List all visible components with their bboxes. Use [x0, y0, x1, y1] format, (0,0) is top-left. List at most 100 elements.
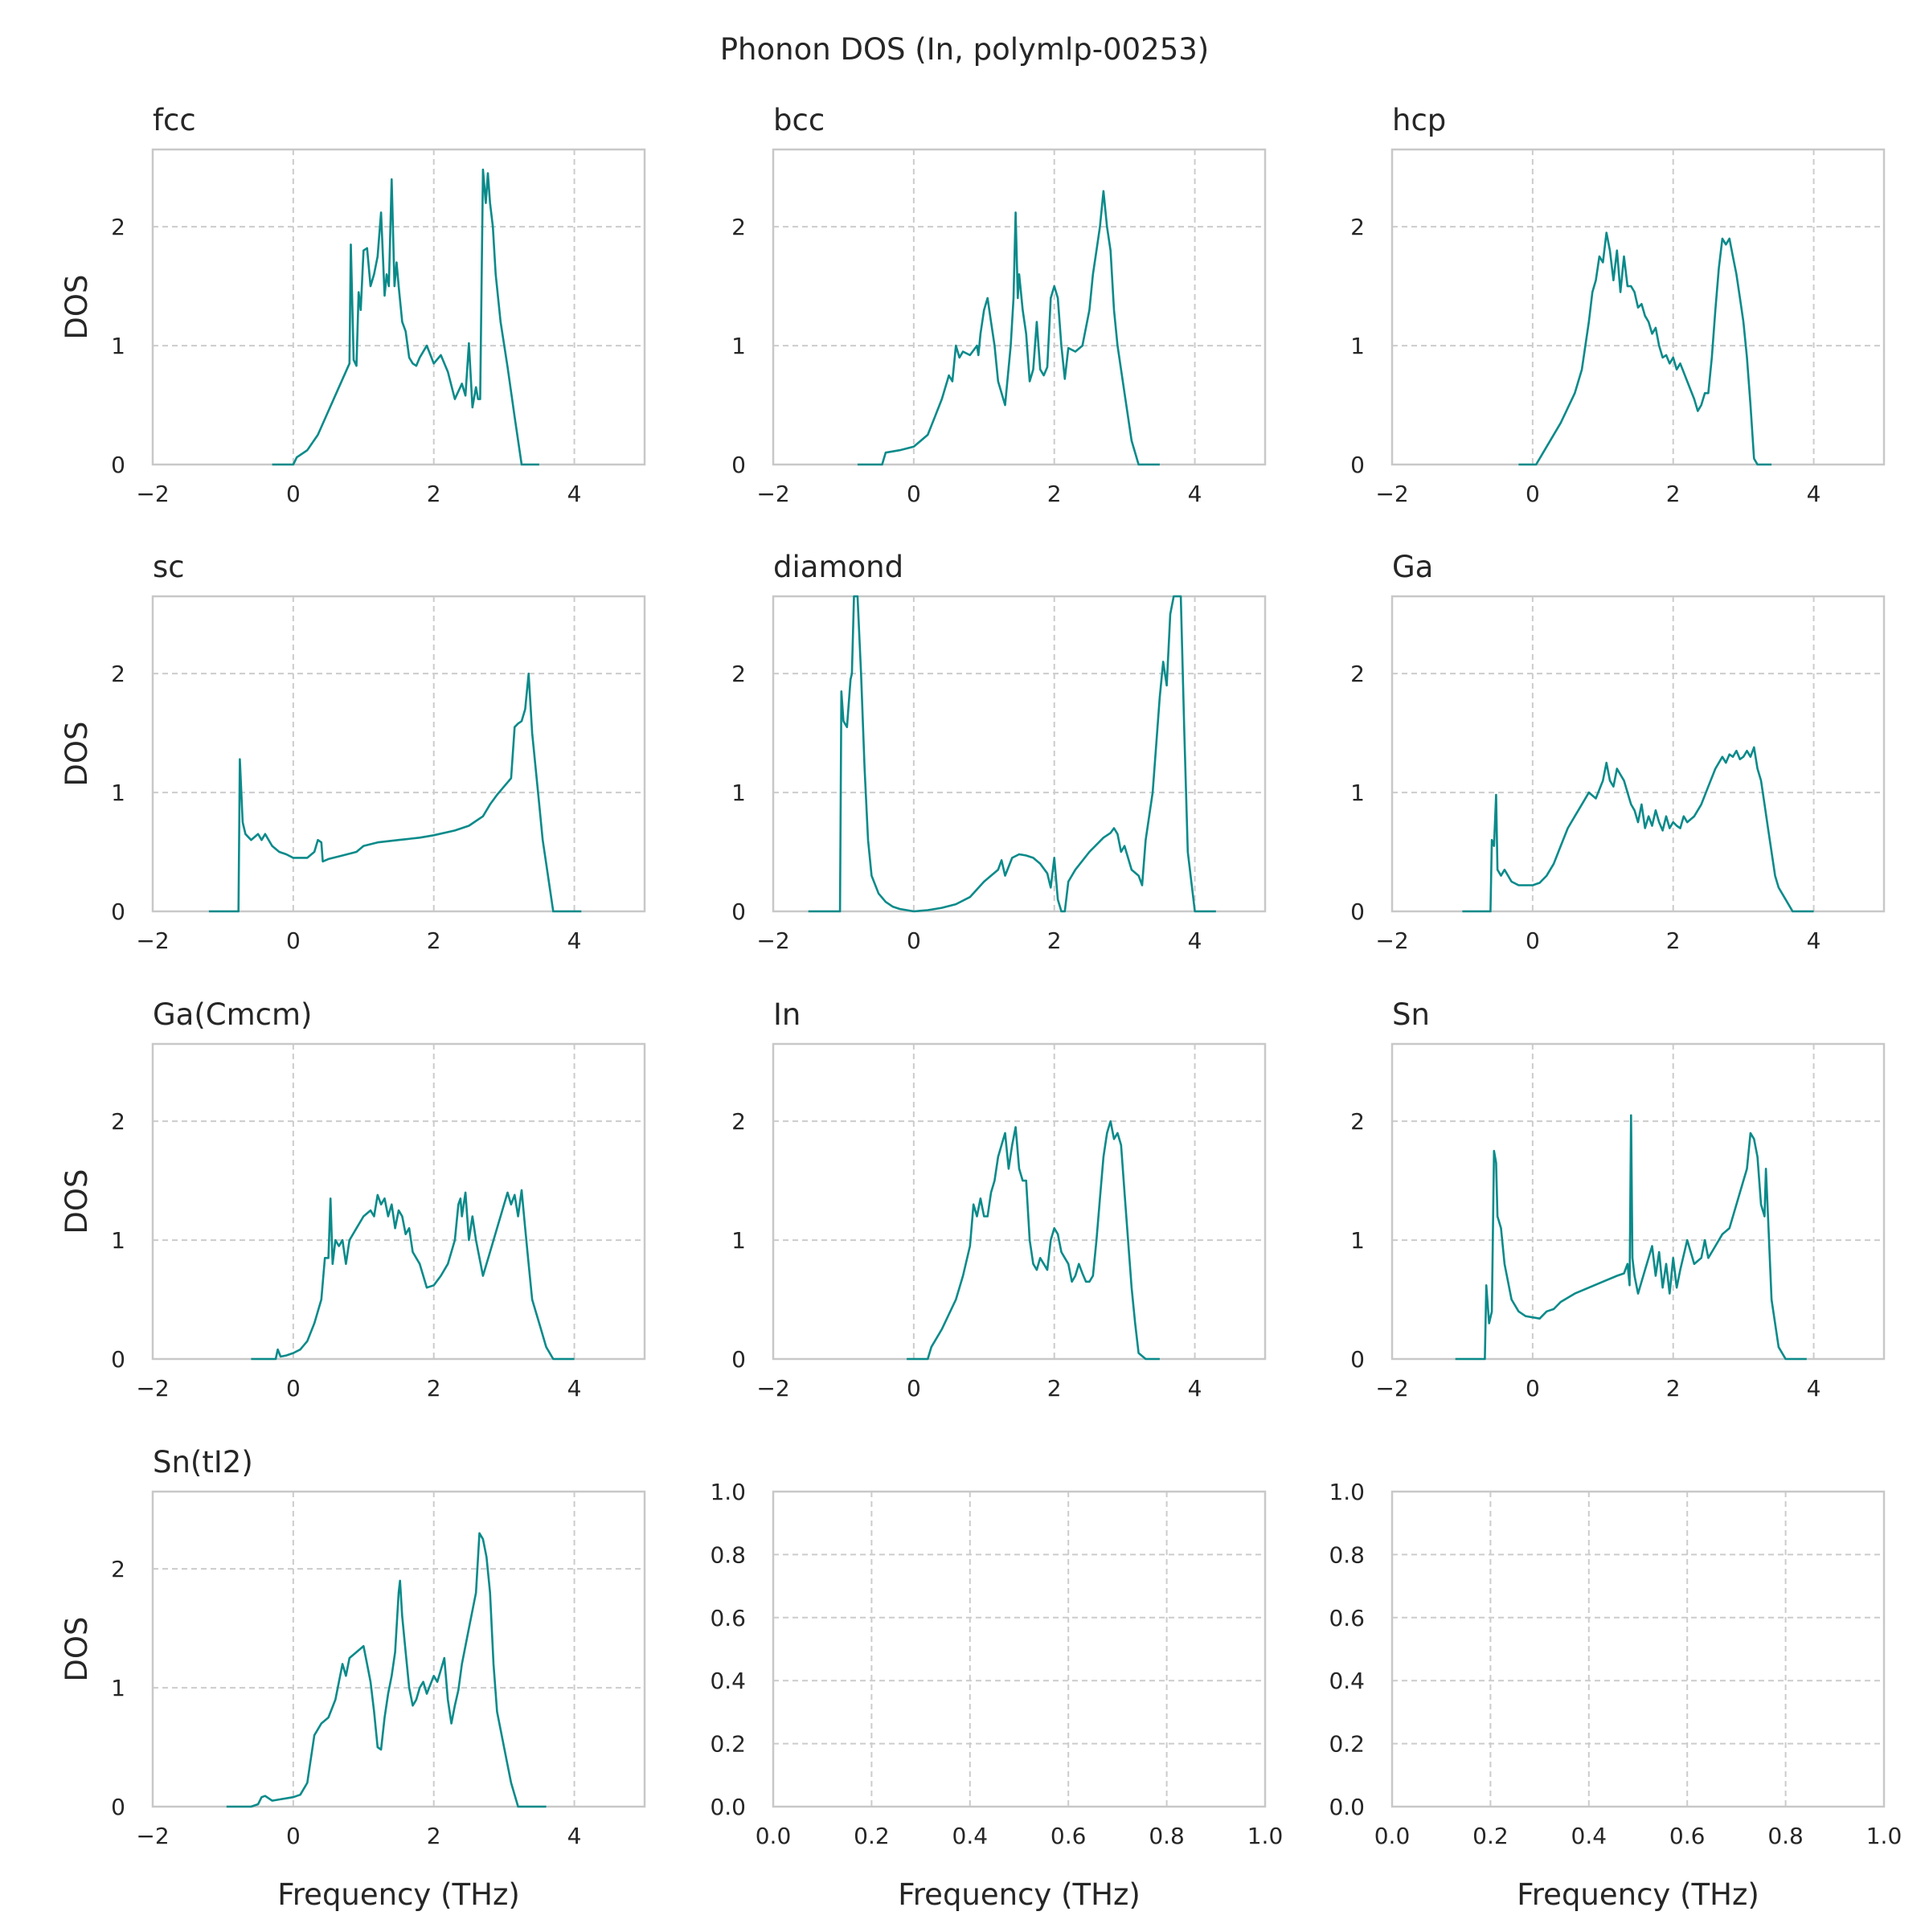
y-tick-label: 1 [731, 1227, 746, 1254]
x-tick-label: −2 [136, 1375, 169, 1402]
x-tick-label: 0 [907, 481, 921, 507]
x-tick-label: 0 [286, 927, 301, 954]
x-tick-label: 4 [1188, 481, 1202, 507]
axes-frame [151, 1042, 646, 1361]
x-tick-label: 0.0 [1374, 1823, 1411, 1849]
y-tick-label: 2 [1350, 214, 1365, 240]
subplot-title: Sn(tI2) [153, 1445, 253, 1480]
x-tick-label: 0.6 [1051, 1823, 1087, 1849]
dos-line [251, 1189, 575, 1361]
y-tick-label: 0 [111, 452, 125, 478]
y-tick-label: 1 [111, 1675, 125, 1701]
dos-line [1462, 746, 1814, 913]
y-tick-label: 2 [1350, 661, 1365, 687]
x-tick-label: 0.2 [854, 1823, 890, 1849]
x-tick-label: −2 [756, 1375, 789, 1402]
x-tick-label: 0 [907, 927, 921, 954]
y-tick-label: 1 [1350, 1227, 1365, 1254]
subplot-empty-10: 0.0 0.2 0.4 0.6 0.8 1.0 0.0 0.2 0.4 0.6 0.8 1.0 Freq… [710, 1479, 1283, 1912]
subplot-sc: −2 0 2 4 0 1 2 sc DOS [59, 550, 646, 954]
axes-frame [772, 1490, 1267, 1808]
y-tick-label: 0.6 [710, 1605, 746, 1631]
subplot-title: hcp [1392, 103, 1446, 137]
subplot-ga: −2 0 2 4 0 1 2 Ga [1350, 550, 1886, 954]
x-tick-label: −2 [1375, 927, 1408, 954]
axes-frame [1390, 148, 1886, 466]
x-tick-label: 2 [1666, 481, 1681, 507]
dos-line [1455, 1114, 1807, 1361]
y-tick-label: 0 [111, 1346, 125, 1373]
x-tick-label: 1.0 [1247, 1823, 1284, 1849]
dos-line [272, 168, 539, 466]
dos-line [907, 1119, 1160, 1361]
subplot-title: Sn [1392, 997, 1430, 1032]
x-tick-label: 2 [1666, 927, 1681, 954]
axes-frame [772, 1042, 1267, 1361]
x-tick-label: 0 [286, 1375, 301, 1402]
x-tick-label: 2 [1047, 481, 1062, 507]
x-tick-label: 0 [907, 1375, 921, 1402]
subplot-title: In [773, 997, 801, 1032]
y-tick-label: 1 [111, 333, 125, 359]
x-tick-label: 0 [1526, 481, 1540, 507]
subplot-diamond: −2 0 2 4 0 1 2 diamond [731, 550, 1267, 954]
subplot-sn: −2 0 2 4 0 1 2 Sn [1350, 997, 1886, 1402]
x-tick-label: 4 [1807, 1375, 1821, 1402]
y-tick-label: 1 [1350, 333, 1365, 359]
x-tick-label: −2 [136, 481, 169, 507]
x-tick-label: 0.2 [1472, 1823, 1509, 1849]
subplot-title: bcc [773, 103, 825, 137]
subplot-ga-cmcm-: −2 0 2 4 0 1 2 Ga(Cmcm) DOS [59, 997, 646, 1402]
x-tick-label: 2 [1047, 927, 1062, 954]
subplot-title: Ga(Cmcm) [153, 997, 312, 1032]
y-axis-label: DOS [59, 1169, 94, 1234]
x-tick-label: 0.6 [1669, 1823, 1706, 1849]
subplot-title: sc [153, 550, 185, 584]
y-axis-label: DOS [59, 1616, 94, 1681]
x-tick-label: 0 [286, 1823, 301, 1849]
subplot-empty-11: 0.0 0.2 0.4 0.6 0.8 1.0 0.0 0.2 0.4 0.6 0.8 1.0 Freq… [1329, 1479, 1902, 1912]
x-tick-label: 2 [427, 1375, 441, 1402]
axes-frame [1390, 1490, 1886, 1808]
y-tick-label: 0.6 [1329, 1605, 1365, 1631]
y-tick-label: 1 [111, 780, 125, 806]
y-tick-label: 1 [731, 333, 746, 359]
x-tick-label: 2 [1666, 1375, 1681, 1402]
x-tick-label: 0.8 [1767, 1823, 1804, 1849]
y-axis-label: DOS [59, 274, 94, 339]
x-tick-label: 4 [567, 1375, 582, 1402]
y-tick-label: 1 [111, 1227, 125, 1254]
x-tick-label: 4 [567, 481, 582, 507]
y-tick-label: 0.2 [710, 1731, 746, 1758]
y-tick-label: 2 [111, 1108, 125, 1135]
y-tick-label: 2 [731, 1108, 746, 1135]
dos-line [226, 1532, 547, 1808]
subplot-title: diamond [773, 550, 903, 584]
x-tick-label: −2 [1375, 481, 1408, 507]
x-tick-label: 0.4 [952, 1823, 989, 1849]
x-tick-label: 0 [286, 481, 301, 507]
y-tick-label: 2 [111, 214, 125, 240]
x-tick-label: 2 [427, 481, 441, 507]
y-tick-label: 0.8 [710, 1541, 746, 1568]
x-axis-label: Frequency (THz) [277, 1877, 520, 1912]
x-tick-label: −2 [136, 927, 169, 954]
y-axis-label: DOS [59, 721, 94, 786]
dos-line [1518, 231, 1772, 466]
y-tick-label: 1 [1350, 780, 1365, 806]
y-tick-label: 2 [111, 1556, 125, 1582]
x-tick-label: −2 [756, 481, 789, 507]
y-tick-label: 0 [731, 452, 746, 478]
x-tick-label: −2 [1375, 1375, 1408, 1402]
axes-frame [151, 1490, 646, 1808]
dos-line [808, 595, 1216, 913]
subplot-hcp: −2 0 2 4 0 1 2 hcp [1350, 103, 1886, 507]
axes-frame [1390, 1042, 1886, 1361]
x-tick-label: 4 [1188, 1375, 1202, 1402]
axes-frame [772, 148, 1267, 466]
y-tick-label: 0.4 [1329, 1668, 1365, 1694]
x-tick-label: 4 [1807, 481, 1821, 507]
x-tick-label: −2 [756, 927, 789, 954]
y-tick-label: 1.0 [710, 1479, 746, 1505]
